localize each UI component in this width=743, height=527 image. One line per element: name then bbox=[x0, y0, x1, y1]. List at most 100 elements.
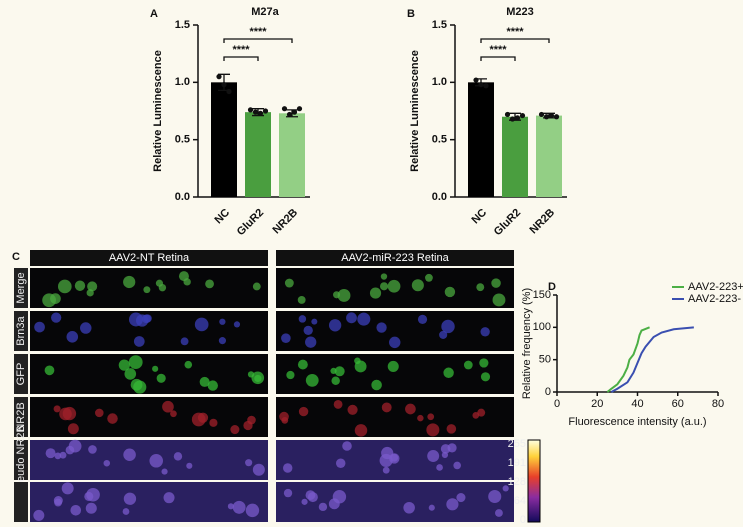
cell-blob bbox=[477, 408, 486, 417]
cell-blob bbox=[389, 336, 401, 349]
cell-blob bbox=[232, 500, 246, 514]
column-header: AAV2-miR-223 Retina bbox=[341, 252, 449, 264]
cell-blob bbox=[54, 452, 62, 460]
cell-blob bbox=[337, 289, 351, 302]
cell-blob bbox=[42, 293, 56, 308]
cell-blob bbox=[183, 278, 191, 286]
cell-blob bbox=[347, 404, 358, 415]
cell-blob bbox=[443, 367, 454, 378]
cell-blob bbox=[297, 295, 306, 304]
colorbar-label: 255 bbox=[508, 438, 526, 450]
data-point bbox=[483, 83, 489, 89]
cell-blob bbox=[162, 400, 174, 413]
cell-blob bbox=[233, 321, 241, 328]
bar bbox=[245, 112, 271, 197]
data-point bbox=[504, 111, 511, 118]
cell-blob bbox=[207, 380, 218, 391]
column-header-bg bbox=[276, 250, 514, 266]
row-label: Pseudo NR2B bbox=[15, 425, 27, 495]
cell-blob bbox=[382, 466, 390, 474]
cell-blob bbox=[44, 365, 55, 376]
cell-blob bbox=[199, 376, 210, 387]
cell-blob bbox=[186, 462, 193, 469]
cell-blob bbox=[123, 275, 136, 289]
y-tick-label: 150 bbox=[533, 289, 551, 301]
cell-blob bbox=[252, 282, 261, 291]
data-point bbox=[478, 82, 484, 88]
cell-blob bbox=[492, 293, 506, 307]
cell-blob bbox=[318, 502, 328, 512]
data-point bbox=[216, 74, 222, 80]
cell-blob bbox=[86, 487, 100, 502]
row-label-bg bbox=[14, 482, 28, 522]
cell-blob bbox=[124, 368, 137, 380]
cell-blob bbox=[331, 376, 340, 385]
cell-blob bbox=[254, 374, 262, 383]
cell-blob bbox=[143, 286, 151, 294]
cell-blob bbox=[403, 501, 415, 514]
cell-blob bbox=[95, 408, 104, 418]
cell-blob bbox=[51, 312, 62, 323]
cell-blob bbox=[34, 321, 45, 333]
cell-blob bbox=[426, 423, 440, 437]
cell-blob bbox=[436, 464, 443, 471]
significance-bracket bbox=[480, 38, 550, 43]
row-label-bg bbox=[14, 311, 28, 351]
cell-blob bbox=[227, 503, 234, 510]
cell-blob bbox=[245, 459, 253, 467]
cell-blob bbox=[61, 482, 74, 495]
series-line bbox=[606, 326, 650, 393]
cell-blob bbox=[303, 325, 313, 336]
cell-blob bbox=[354, 360, 367, 373]
cell-blob bbox=[205, 279, 214, 289]
cell-blob bbox=[346, 312, 357, 324]
panel-label: D bbox=[548, 281, 556, 293]
data-point bbox=[543, 114, 550, 120]
panel-label: A bbox=[150, 8, 158, 20]
significance-label: **** bbox=[506, 26, 524, 38]
bar bbox=[468, 82, 494, 197]
row-label: NR2B bbox=[15, 402, 27, 431]
cell-blob bbox=[441, 319, 455, 334]
cell-blob bbox=[149, 454, 164, 468]
legend-label: AAV2-223- bbox=[688, 293, 741, 305]
cell-blob bbox=[333, 400, 343, 409]
cell-blob bbox=[286, 370, 295, 380]
panel-label: C bbox=[12, 251, 20, 263]
cell-blob bbox=[376, 322, 387, 333]
data-point bbox=[538, 111, 545, 118]
cell-blob bbox=[173, 452, 183, 461]
cell-blob bbox=[405, 403, 416, 415]
cell-blob bbox=[502, 485, 509, 492]
cell-blob bbox=[305, 373, 319, 387]
data-point bbox=[257, 110, 264, 116]
cell-blob bbox=[194, 317, 209, 332]
data-point bbox=[281, 106, 288, 112]
cell-blob bbox=[141, 314, 151, 324]
significance-bracket bbox=[480, 56, 516, 61]
chart-title: M27a bbox=[251, 6, 279, 18]
y-axis-label: Relative frequency (%) bbox=[521, 288, 533, 399]
x-tick-label: NR2B bbox=[271, 207, 301, 237]
data-point bbox=[514, 115, 521, 121]
cell-blob bbox=[425, 273, 433, 282]
cell-blob bbox=[87, 281, 98, 292]
data-point bbox=[226, 88, 232, 95]
cell-blob bbox=[447, 443, 457, 453]
y-tick-label: 1.5 bbox=[432, 19, 447, 31]
cell-blob bbox=[123, 448, 136, 462]
data-point bbox=[291, 109, 298, 115]
cell-blob bbox=[427, 450, 440, 462]
cell-blob bbox=[252, 463, 265, 476]
cell-blob bbox=[495, 509, 503, 517]
cell-blob bbox=[411, 279, 424, 292]
x-tick-label: NC bbox=[212, 207, 232, 227]
y-tick-label: 1.0 bbox=[175, 76, 190, 88]
error-bar bbox=[286, 109, 298, 118]
x-axis-label: Fluorescence intensity (a.u.) bbox=[568, 416, 706, 428]
chart-title: M223 bbox=[506, 6, 534, 18]
cell-blob bbox=[387, 360, 399, 372]
cell-blob bbox=[479, 358, 489, 368]
cell-blob bbox=[230, 425, 240, 435]
y-tick-label: 1.0 bbox=[432, 76, 447, 88]
